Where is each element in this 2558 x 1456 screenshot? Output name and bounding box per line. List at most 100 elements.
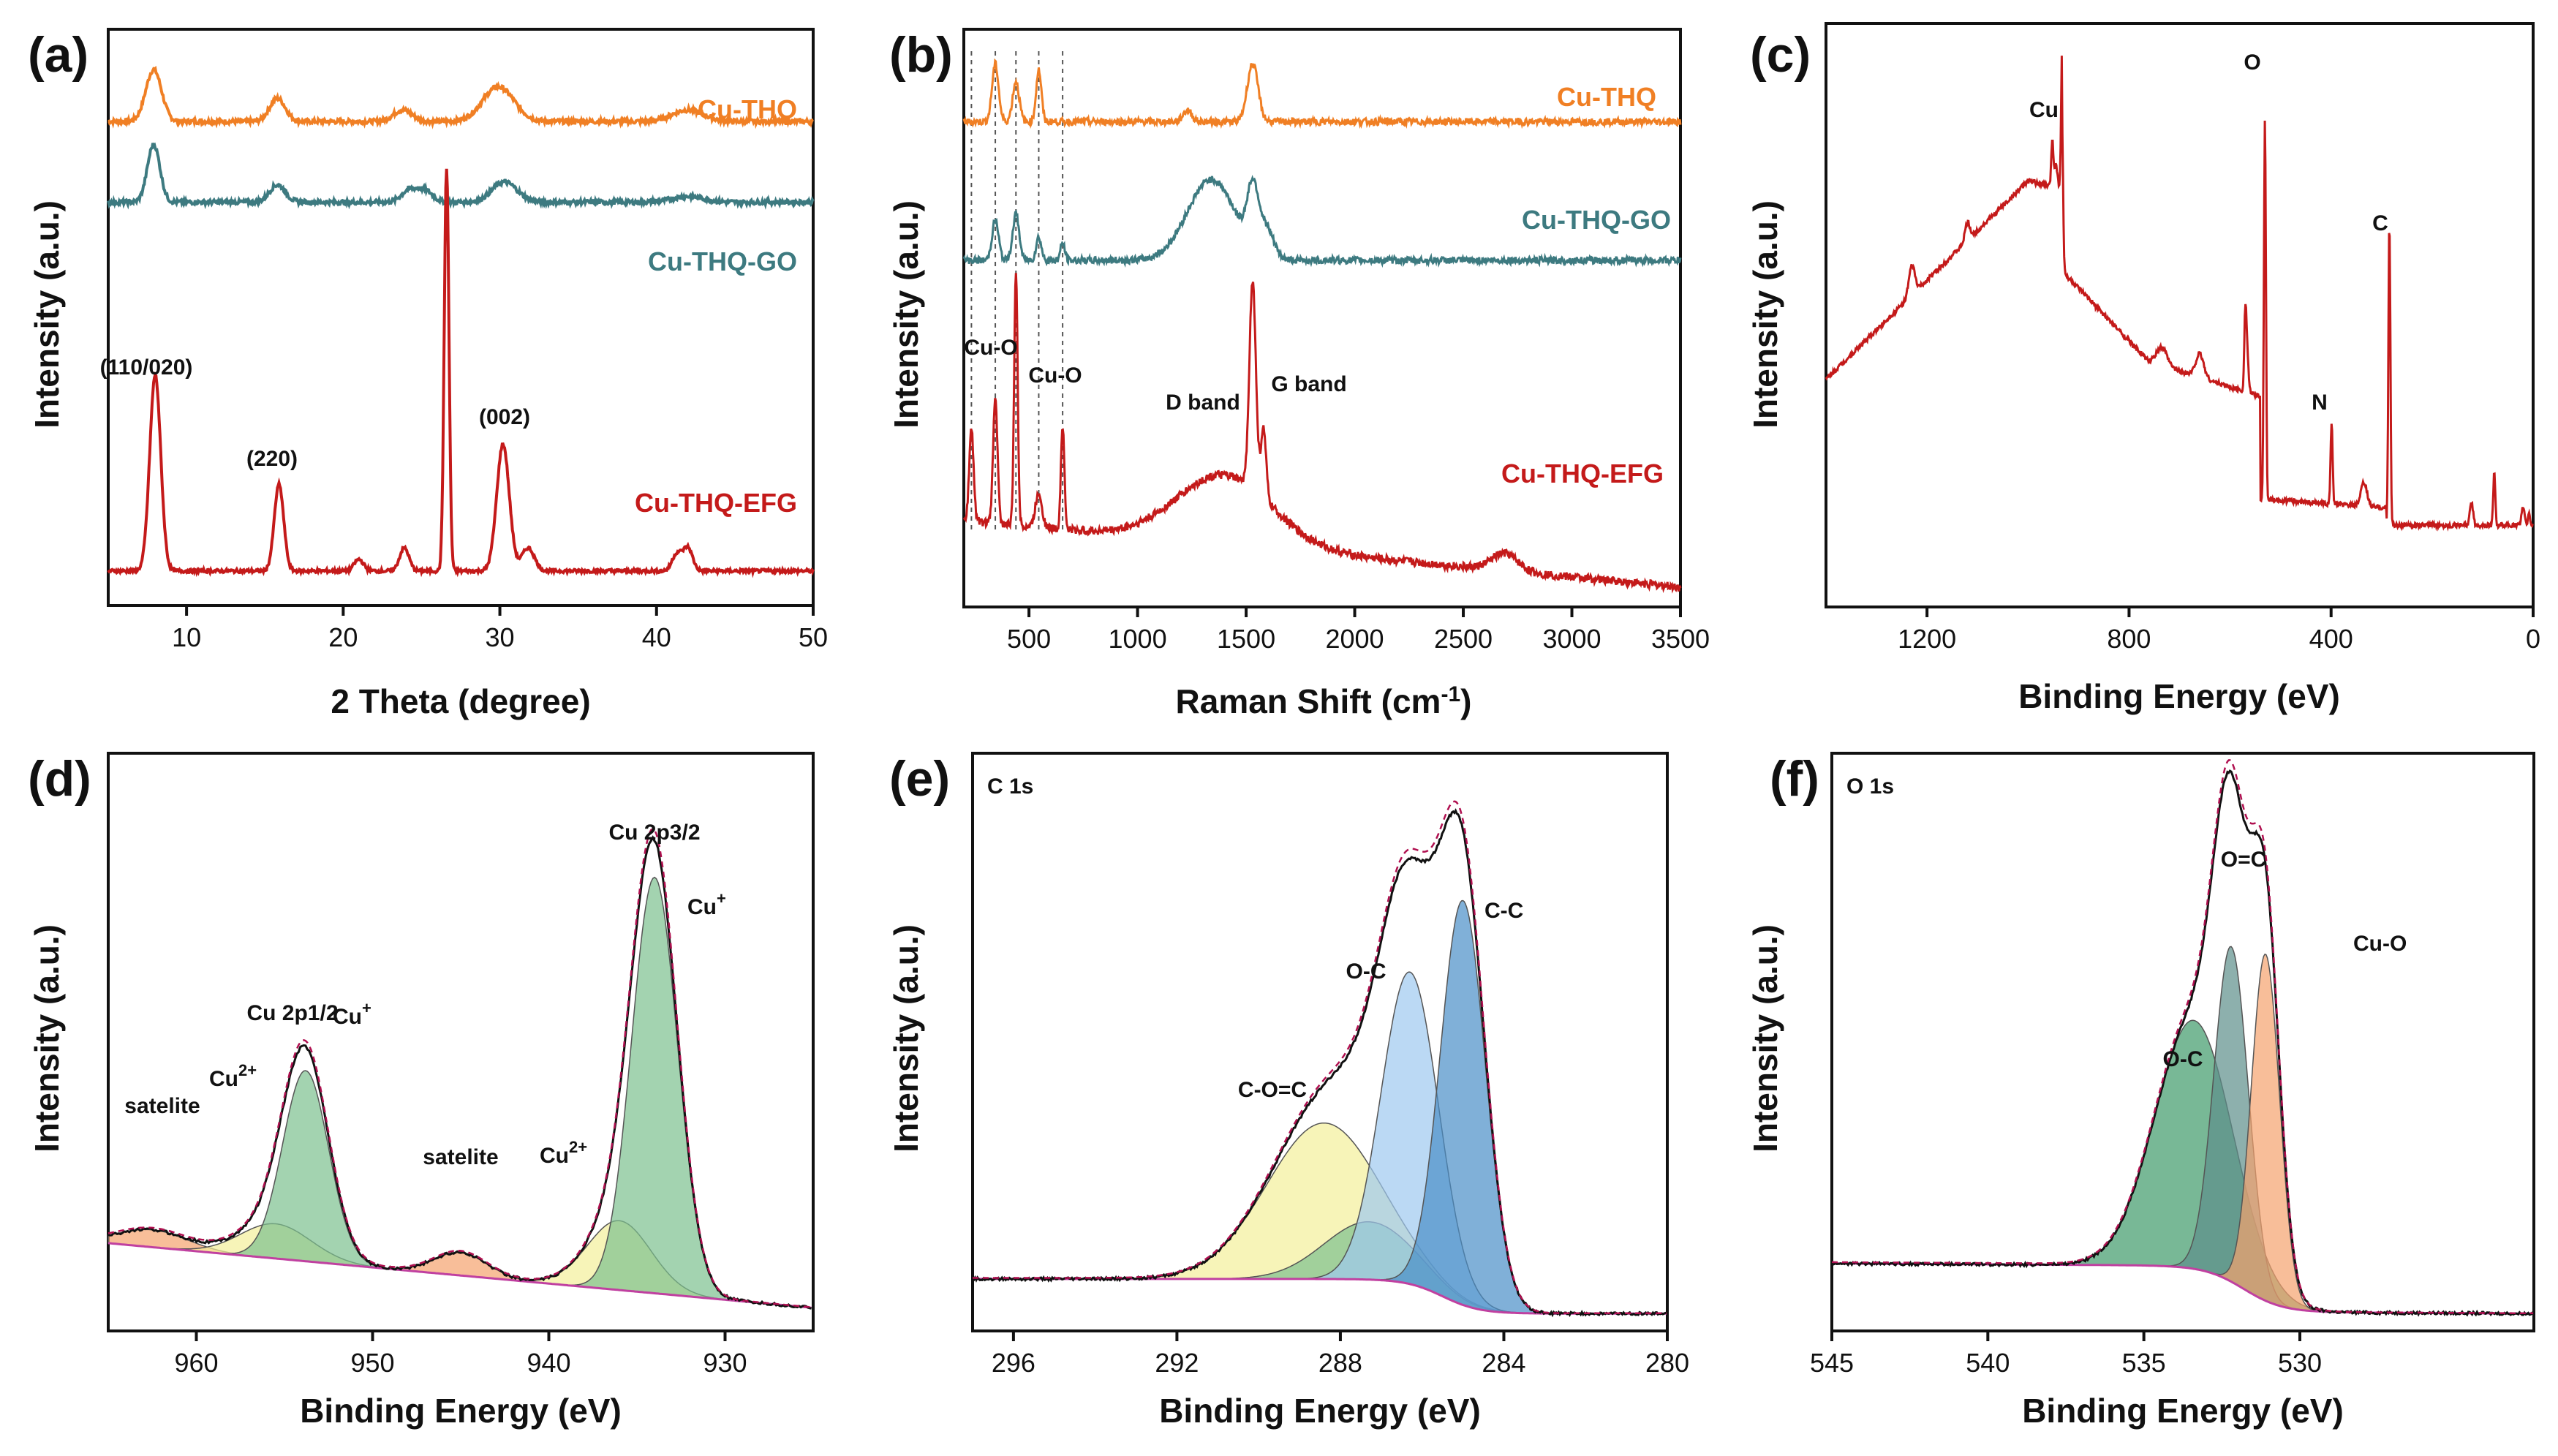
peak-label-c: C — [2372, 211, 2388, 235]
panel-e-frame — [971, 752, 1669, 1332]
label-o-c: O-C — [2163, 1047, 2203, 1071]
panel-b: (b) 500 1000 1500 2000 2500 3000 3500 Cu-THQ C… — [887, 27, 1710, 720]
background-line — [107, 1242, 812, 1309]
x-tick-label: 960 — [174, 1348, 218, 1378]
panel-d: (d) 960 950 940 930 Cu 2p3/2 Cu 2p1/2 Cu+ C… — [28, 751, 815, 1430]
panel-a-frame — [107, 28, 815, 607]
annotation-002: (002) — [479, 405, 530, 429]
annotation-d-band: D band — [1166, 391, 1240, 415]
series-line-cu-thq-go — [107, 142, 815, 210]
x-tick-label: 10 — [172, 622, 201, 652]
x-tick-label: 930 — [703, 1348, 747, 1378]
panel-f-frame — [1830, 752, 2535, 1332]
label-cu2-plus-main: Cu2+ — [540, 1138, 587, 1168]
label-cu-o: Cu-O — [2353, 932, 2407, 956]
panel-b-frame — [962, 28, 1682, 608]
x-tick-label: 50 — [799, 622, 828, 652]
x-tick-label: 3500 — [1651, 624, 1710, 654]
label-satelite-secondary: satelite — [124, 1094, 200, 1118]
label-o-c: O-C — [1346, 959, 1386, 984]
panel-e-ticks: 296 292 288 284 280 — [992, 1331, 1689, 1378]
fit-sum-dashed-line — [973, 800, 1667, 1315]
x-tick-label: 3000 — [1542, 624, 1601, 654]
panel-e-series — [972, 800, 1667, 1318]
x-tick-label: 40 — [642, 622, 671, 652]
annotation-g-band: G band — [1271, 372, 1346, 396]
x-tick-label: 540 — [1966, 1348, 2010, 1378]
panel-f-series — [1830, 759, 2535, 1317]
label-c-c: C-C — [1484, 899, 1523, 923]
series-line-cu-thq — [962, 58, 1682, 129]
fit-sum-dashed-line — [107, 827, 812, 1308]
x-tick-label: 400 — [2309, 624, 2353, 654]
label-cu-plus-secondary: Cu+ — [333, 999, 371, 1029]
panel-e-title: C 1s — [987, 774, 1033, 799]
panel-a-letter: (a) — [28, 27, 88, 83]
series-label-cu-thq-go: Cu-THQ-GO — [1522, 205, 1671, 235]
panel-e: (e) C 1s 296 292 288 284 280 C-C O-C C-O=C B… — [887, 751, 1689, 1430]
panel-a-ticks: 10 20 30 40 50 — [172, 606, 828, 652]
panel-c-letter: (c) — [1750, 27, 1811, 83]
background-line — [973, 1278, 1667, 1315]
x-tick-label: 500 — [1007, 624, 1051, 654]
annotation-220: (220) — [246, 447, 298, 471]
series-line-cu-thq-efg — [107, 168, 815, 578]
experimental-envelope-line — [972, 808, 1667, 1318]
panel-b-reference-lines — [970, 51, 1064, 534]
panel-f-xlabel: Binding Energy (eV) — [2022, 1392, 2344, 1430]
panel-c-xlabel: Binding Energy (eV) — [2018, 677, 2340, 715]
x-tick-label: 2500 — [1434, 624, 1493, 654]
panel-f-ticks: 545 540 535 530 — [1810, 1331, 2322, 1378]
peak-label-cu: Cu — [2029, 98, 2059, 122]
panel-c-ylabel: Intensity (a.u.) — [1746, 200, 1784, 429]
panel-c-series — [1825, 56, 2534, 532]
label-cu-2p1-2: Cu 2p1/2 — [246, 1001, 338, 1025]
panel-d-ylabel: Intensity (a.u.) — [28, 924, 66, 1153]
fit-sum-dashed-line — [1832, 759, 2534, 1315]
label-o-double-c: O=C — [2221, 848, 2267, 872]
x-tick-label: 940 — [527, 1348, 570, 1378]
annotation-cu-o-2: Cu-O — [1028, 363, 1082, 388]
annotation-cu-o-1: Cu-O — [964, 336, 1017, 360]
panel-f-letter: (f) — [1770, 751, 1819, 807]
peak-label-n: N — [2312, 391, 2328, 415]
series-label-cu-thq-efg: Cu-THQ-EFG — [635, 488, 797, 518]
panel-b-ylabel: Intensity (a.u.) — [887, 200, 925, 429]
x-tick-label: 800 — [2107, 624, 2151, 654]
x-tick-label: 296 — [992, 1348, 1035, 1378]
x-tick-label: 20 — [328, 622, 358, 652]
peak-label-o: O — [2244, 50, 2260, 75]
x-tick-label: 1200 — [1898, 624, 1956, 654]
x-tick-label: 288 — [1318, 1348, 1362, 1378]
series-label-cu-thq-efg: Cu-THQ-EFG — [1501, 459, 1664, 489]
series-label-cu-thq: Cu-THQ — [1557, 82, 1656, 112]
series-label-cu-thq-go: Cu-THQ-GO — [648, 246, 797, 276]
panel-c-frame — [1825, 22, 2535, 608]
x-tick-label: 950 — [350, 1348, 394, 1378]
panel-e-ylabel: Intensity (a.u.) — [887, 924, 925, 1153]
panel-b-xlabel: Raman Shift (cm-1) — [1176, 682, 1472, 720]
x-tick-label: 2000 — [1325, 624, 1384, 654]
panel-a-ylabel: Intensity (a.u.) — [28, 200, 66, 429]
panel-b-series — [962, 58, 1682, 594]
panel-a: (a) 10 20 30 40 50 Cu-THQ Cu-THQ-GO Cu-THQ-E… — [28, 27, 828, 720]
panel-b-letter: (b) — [889, 27, 953, 83]
x-tick-label: 530 — [2278, 1348, 2322, 1378]
series-line-cu-thq-efg — [962, 273, 1682, 594]
label-c-o-c: C-O=C — [1238, 1078, 1307, 1102]
panel-f-title: O 1s — [1846, 774, 1894, 799]
series-label-cu-thq: Cu-THQ — [698, 94, 797, 124]
panel-a-xlabel: 2 Theta (degree) — [331, 682, 590, 720]
panel-f-ylabel: Intensity (a.u.) — [1746, 924, 1784, 1153]
panel-f: (f) O 1s 545 540 535 530 O=C Cu-O O-C Bindi… — [1746, 751, 2535, 1430]
x-tick-label: 1000 — [1109, 624, 1167, 654]
label-cu-plus-main: Cu+ — [687, 889, 726, 919]
series-line-cu-thq — [107, 65, 814, 129]
panel-d-ticks: 960 950 940 930 — [174, 1331, 747, 1378]
annotation-110-020: (110/020) — [100, 355, 193, 380]
x-tick-label: 545 — [1810, 1348, 1854, 1378]
panel-c: (c) 1200 800 400 0 Cu O N C Binding Energy … — [1746, 22, 2540, 715]
panel-d-letter: (d) — [28, 751, 91, 807]
x-tick-label: 30 — [486, 622, 515, 652]
